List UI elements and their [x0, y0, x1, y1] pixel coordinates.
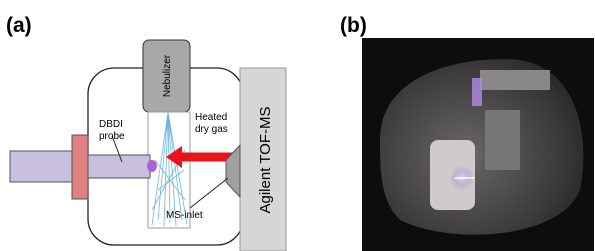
panel-label: (b): [340, 14, 367, 37]
inlet-label: MS-inlet: [166, 210, 203, 221]
panel-label: (a): [6, 14, 32, 37]
figure: (a) (b) Agilent TOF-MS Nebulizer DBDI pr…: [0, 0, 595, 251]
probe-label: probe: [99, 131, 125, 142]
photo-part: [480, 70, 550, 90]
probe-tube: [10, 151, 76, 182]
nebulizer-label: Nebulizer: [162, 54, 173, 97]
gas-label: Heated: [195, 112, 227, 123]
flange: [72, 135, 88, 199]
instrument-label: Agilent TOF-MS: [257, 107, 274, 214]
probe-tip: [88, 155, 150, 178]
photo-part: [485, 110, 520, 170]
plasma: [147, 160, 157, 172]
photo-glow: [472, 78, 482, 106]
gas-label: dry gas: [195, 124, 228, 135]
probe-label: DBDI: [99, 119, 123, 130]
